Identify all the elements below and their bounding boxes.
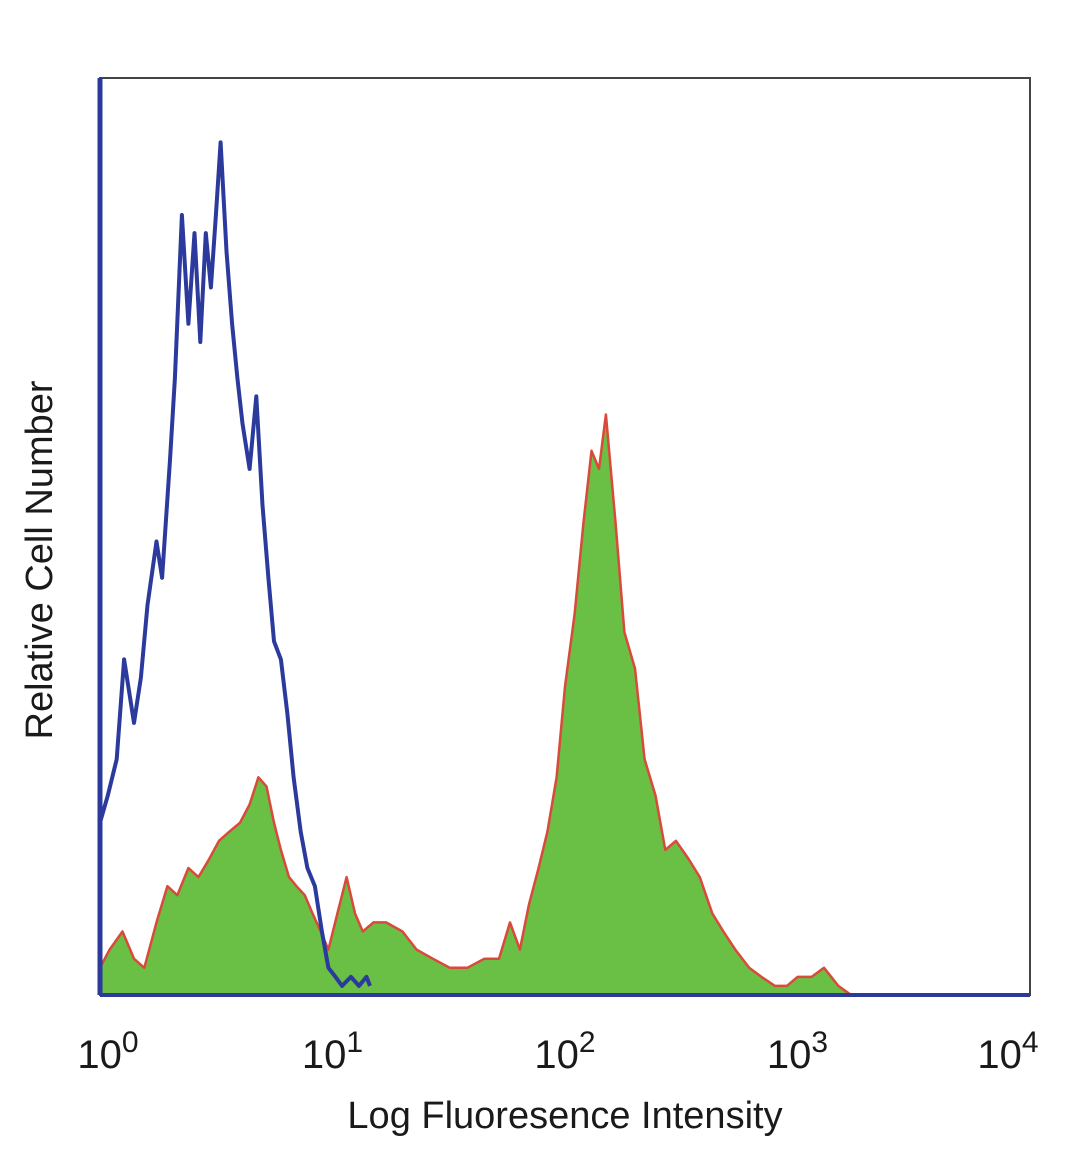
x-tick-label: 101 (302, 1026, 363, 1077)
x-tick-label: 103 (767, 1026, 828, 1077)
x-tick-label: 100 (77, 1026, 138, 1077)
stained-histogram-area (100, 414, 852, 995)
plot-area (98, 140, 852, 997)
x-tick-label: 102 (534, 1026, 595, 1077)
control-histogram-line (98, 140, 372, 988)
stained-histogram-edge (98, 413, 852, 997)
x-axis-title: Log Fluoresence Intensity (347, 1095, 782, 1137)
x-tick-label: 104 (977, 1026, 1038, 1077)
y-axis-title: Relative Cell Number (19, 380, 61, 739)
x-tick-labels: 100 101 102 103 104 (77, 1026, 1038, 1077)
